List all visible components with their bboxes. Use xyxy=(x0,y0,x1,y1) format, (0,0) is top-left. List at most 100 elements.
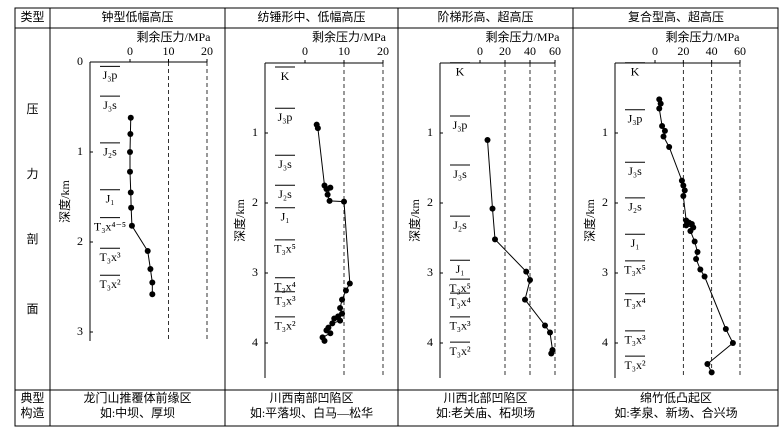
data-point xyxy=(687,228,694,234)
stratum-label: T₃x⁵ xyxy=(624,263,646,277)
data-point xyxy=(656,105,663,112)
stratum-label: J₃s xyxy=(628,164,642,178)
y-axis-title: 深度/km xyxy=(232,199,247,242)
y-axis-title: 深度/km xyxy=(407,199,422,242)
stratum-label: J₁ xyxy=(281,209,290,223)
data-point xyxy=(484,137,491,143)
data-point xyxy=(127,189,134,196)
data-point xyxy=(657,100,664,107)
data-point xyxy=(327,330,334,337)
data-point xyxy=(327,184,334,191)
stratum-label: T₃x³ xyxy=(624,333,646,347)
y-axis-title: 深度/km xyxy=(57,180,72,223)
stratum-label: K xyxy=(456,65,465,79)
x-tick-label: 0 xyxy=(652,44,658,58)
stratum-label: T₃x³ xyxy=(274,293,296,307)
stratum-label: K xyxy=(631,65,640,79)
stratum-label: T₃x⁴ xyxy=(449,295,471,309)
stratum-label: T₃x⁴⁻⁵ xyxy=(94,219,126,233)
data-point xyxy=(144,248,151,254)
data-point xyxy=(659,123,666,129)
data-point xyxy=(701,273,708,280)
data-point xyxy=(127,131,134,137)
x-axis-title: 剩余压力/MPa xyxy=(136,29,211,44)
stratum-label: J₂s xyxy=(103,145,117,159)
data-point xyxy=(127,168,133,175)
data-point xyxy=(527,277,533,283)
stratum-label: K xyxy=(281,69,290,83)
data-point xyxy=(337,305,344,311)
stratum-label: J₃p xyxy=(278,110,293,124)
data-point xyxy=(329,320,336,327)
data-point xyxy=(128,204,135,211)
footer-cell: 川西南部凹陷区 xyxy=(269,390,353,405)
stratum-label: J₂s xyxy=(278,187,292,201)
stratum-label: J₃p xyxy=(628,111,643,125)
header-cell: 纺锤形中、低幅高压 xyxy=(257,9,365,24)
stratum-label: T₃x² xyxy=(274,319,296,333)
header-cell: 类型 xyxy=(20,10,44,24)
y-axis-title: 深度/km xyxy=(582,199,597,242)
stratum-label: T₃x⁴ xyxy=(624,296,646,310)
data-point xyxy=(680,193,687,199)
data-point xyxy=(680,182,687,189)
x-tick-label: 0 xyxy=(477,44,483,58)
data-point xyxy=(691,238,698,245)
table-border xyxy=(14,7,779,427)
stratum-label: J₁ xyxy=(631,236,640,250)
data-point xyxy=(149,291,156,298)
stratum-label: T₃x³ xyxy=(99,250,121,264)
x-tick-label: 20 xyxy=(201,44,213,58)
data-point xyxy=(324,191,331,198)
data-point xyxy=(694,249,701,255)
y-tick-label: 4 xyxy=(602,335,608,349)
x-tick-label: 40 xyxy=(706,44,718,58)
data-point xyxy=(127,149,133,155)
data-point xyxy=(492,236,498,243)
data-point xyxy=(337,317,344,324)
data-point xyxy=(489,205,496,212)
x-tick-label: 40 xyxy=(524,44,536,58)
stratum-label: J₃p xyxy=(453,118,468,132)
trend-line xyxy=(658,99,734,373)
y-tick-label: 2 xyxy=(602,195,608,209)
footer-label: 典型 xyxy=(20,391,44,405)
data-point xyxy=(693,256,700,262)
data-point xyxy=(660,133,667,140)
data-point xyxy=(697,266,704,273)
data-point xyxy=(326,197,333,204)
data-point xyxy=(321,337,328,344)
table-frame xyxy=(14,7,779,427)
stratum-label: J₂s xyxy=(628,200,642,214)
y-tick-label: 4 xyxy=(427,335,433,349)
data-point xyxy=(149,279,156,286)
data-point xyxy=(523,268,530,275)
y-tick-label: 1 xyxy=(77,144,83,158)
data-point xyxy=(331,315,338,322)
data-point xyxy=(666,144,673,150)
stratum-label: T₃x⁵ xyxy=(449,281,471,295)
footer-cell: 龙门山推覆体前缘区 xyxy=(83,390,191,405)
side-label: 力 xyxy=(26,167,38,181)
side-label: 剖 xyxy=(26,232,38,246)
stratum-label: T₃x² xyxy=(449,344,471,358)
data-point xyxy=(708,369,715,376)
x-axis-title: 剩余压力/MPa xyxy=(485,29,560,44)
stratum-label: T₃x³ xyxy=(449,319,471,333)
data-point xyxy=(341,198,347,205)
data-point xyxy=(683,222,690,229)
data-point xyxy=(147,266,154,272)
data-point xyxy=(704,361,711,367)
data-point xyxy=(127,114,134,121)
footer-label: 构造 xyxy=(20,405,44,420)
y-tick-label: 3 xyxy=(252,265,258,279)
x-tick-label: 60 xyxy=(549,44,561,58)
stratum-label: J₁ xyxy=(456,262,465,276)
x-tick-label: 0 xyxy=(302,44,308,58)
y-tick-label: 0 xyxy=(77,54,83,68)
y-tick-label: 3 xyxy=(77,324,83,338)
data-point xyxy=(339,296,346,303)
stratum-label: J₂s xyxy=(453,218,467,232)
data-point xyxy=(346,280,353,287)
